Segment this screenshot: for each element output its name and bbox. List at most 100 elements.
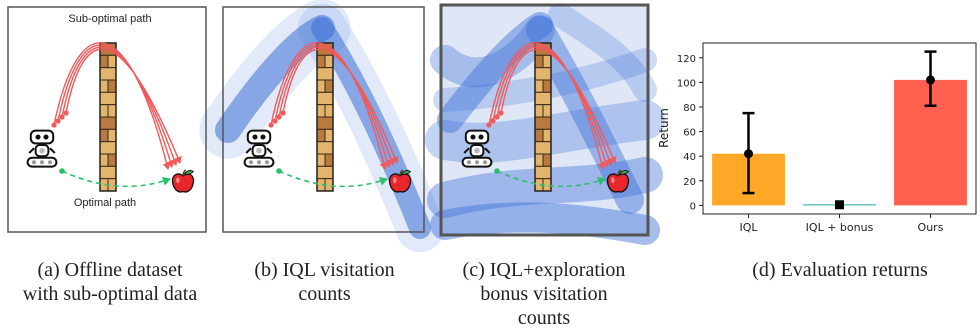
y-tick-label: 40 <box>683 152 696 163</box>
caption-a-line-2: with sub-optimal data <box>22 283 198 305</box>
arrow-start-dot <box>494 114 500 120</box>
wall-brick <box>316 153 326 167</box>
sub-optimal-arrow <box>57 44 175 168</box>
wall-brick <box>534 54 544 69</box>
visitation-band <box>433 48 657 112</box>
returns-bar-chart: Return 0 20 40 60 80 100 120 IQL IQL + bonus Ours <box>657 42 977 234</box>
caption-a-line-1: (a) Offline dataset <box>37 259 183 281</box>
wall-brick <box>99 79 109 93</box>
visitation-band <box>548 3 657 102</box>
wall-brick <box>542 79 552 93</box>
wall-brick <box>107 54 117 69</box>
wall-brick <box>534 104 544 118</box>
wall-brick <box>107 104 117 118</box>
caption-b: (b) IQL visitation counts <box>222 258 427 306</box>
visitation-band <box>437 12 553 133</box>
sub-optimal-arrow <box>65 48 182 164</box>
optimal-start-dot <box>494 168 500 174</box>
mean-marker <box>744 149 753 159</box>
caption-d-line-1: (d) Evaluation returns <box>752 259 928 281</box>
sub-optimal-arrow <box>270 42 388 170</box>
sub-optimal-arrow <box>492 44 610 168</box>
caption-c-line-3: counts <box>517 307 571 329</box>
wall-brick <box>534 141 552 155</box>
arrow-start-dot <box>490 118 496 124</box>
wall-brick <box>99 128 109 143</box>
mean-marker <box>835 200 844 210</box>
panel-b-diagram <box>243 42 412 193</box>
wall-brick <box>107 79 117 93</box>
arrow-start-dot <box>486 122 492 128</box>
visitation-band <box>425 100 665 163</box>
y-tick-label: 60 <box>683 128 696 139</box>
wall-brick <box>534 116 552 130</box>
arrow-start-dot <box>63 110 69 116</box>
arrow-start-dot <box>276 114 282 120</box>
sub-optimal-arrow <box>278 46 395 166</box>
arrow-start-dot <box>498 110 504 116</box>
caption-c-line-2: bonus visitation <box>480 283 608 305</box>
wall-brick <box>542 104 552 118</box>
sub-optimal-arrow <box>274 44 392 168</box>
y-tick-label: 80 <box>683 103 696 114</box>
sub-optimal-arrow <box>500 48 617 164</box>
wall-brick <box>99 54 109 69</box>
sub-optimal-arrow <box>496 46 613 166</box>
optimal-start-dot <box>59 168 65 174</box>
sub-optimal-arrow <box>282 48 399 164</box>
wall-outline <box>99 42 117 192</box>
y-tick-label: 100 <box>677 78 696 89</box>
y-axis-label: Return <box>657 108 671 148</box>
wall-brick <box>324 79 334 93</box>
sub-optimal-arrow <box>61 46 178 166</box>
wall-brick <box>316 141 334 155</box>
visitation-band <box>430 202 660 245</box>
arrow-start-dot <box>51 122 57 128</box>
caption-b-line-2: counts <box>298 283 351 305</box>
visitation-band <box>430 15 555 88</box>
panel-c-frame <box>439 3 650 237</box>
wall-brick <box>534 165 552 180</box>
arrow-start-dot <box>59 114 65 120</box>
wall-brick <box>316 128 326 143</box>
wall-outline <box>534 42 552 192</box>
arrow-start-dot <box>272 118 278 124</box>
wall-brick <box>324 54 334 69</box>
wall-brick <box>324 128 334 143</box>
wall-brick <box>324 153 334 167</box>
wall-brick <box>99 165 117 180</box>
optimal-arrow <box>278 170 388 188</box>
caption-c: (c) IQL+exploration bonus visitation cou… <box>438 258 650 330</box>
y-tick-label: 120 <box>677 54 696 65</box>
x-tick-label: IQL <box>739 221 758 234</box>
mean-marker <box>926 75 935 85</box>
wall-brick <box>316 165 334 180</box>
panel-b-frame <box>222 6 425 233</box>
caption-d: (d) Evaluation returns <box>700 258 980 282</box>
optimal-path-label: Optimal path <box>74 197 136 209</box>
wall-brick <box>107 153 117 167</box>
optimal-arrow <box>496 170 606 188</box>
panel-c-diagram <box>461 42 630 193</box>
sub-optimal-arrow <box>488 42 606 170</box>
wall-brick <box>316 116 334 130</box>
caption-c-line-1: (c) IQL+exploration <box>462 259 626 281</box>
sub-optimal-arrow <box>53 42 171 170</box>
x-tick-label: Ours <box>918 221 944 234</box>
wall-brick <box>534 67 552 81</box>
wall-brick <box>99 116 117 130</box>
wall-brick <box>99 104 109 118</box>
arrow-start-dot <box>268 122 274 128</box>
wall-brick <box>99 153 109 167</box>
wall-brick <box>324 104 334 118</box>
wall-brick <box>316 79 326 93</box>
wall-brick <box>534 128 544 143</box>
caption-b-line-1: (b) IQL visitation <box>254 259 395 281</box>
wall-brick <box>316 54 326 69</box>
wall-outline <box>316 42 334 192</box>
sub-optimal-path-label: Sub-optimal path <box>68 13 151 25</box>
y-tick-label: 20 <box>683 177 696 188</box>
wall-brick <box>542 153 552 167</box>
wall-brick <box>534 91 552 106</box>
wall-brick <box>534 153 544 167</box>
